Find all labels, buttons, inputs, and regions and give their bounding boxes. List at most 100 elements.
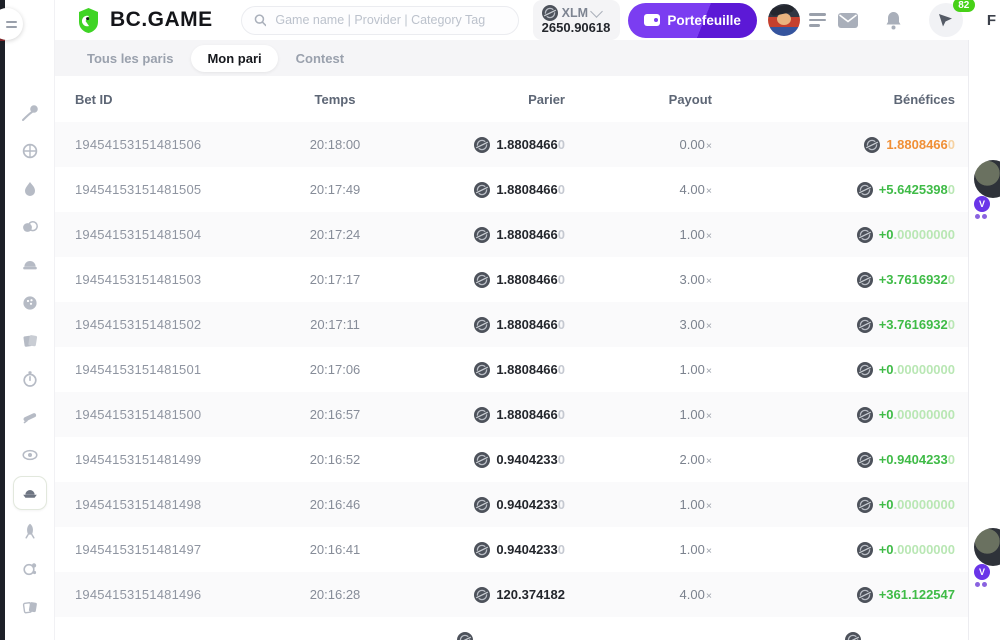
cards-icon[interactable]: [21, 332, 39, 350]
chat-user-avatar[interactable]: [974, 160, 1000, 198]
payout-multiplier: [565, 632, 712, 640]
table-row[interactable]: 19454153151481501 20:17:06 1.88084660 1.…: [55, 347, 968, 392]
bet-amount: 120.374182: [395, 587, 565, 603]
crash-icon[interactable]: [21, 104, 39, 122]
profit-amount: +0.00000000: [712, 362, 955, 378]
slots-coins-icon[interactable]: [21, 218, 39, 236]
logo[interactable]: BC.GAME: [75, 7, 213, 34]
profit-amount: +3.76169320: [712, 272, 955, 288]
bet-amount: 1.88084660: [395, 362, 565, 378]
multiplier-x: ×: [705, 185, 712, 197]
bets-table: Bet ID Temps Parier Payout Bénéfices 194…: [55, 76, 968, 640]
table-row[interactable]: 19454153151481498 20:16:46 0.94042330 1.…: [55, 482, 968, 527]
table-row[interactable]: 19454153151481503 20:17:17 1.88084660 3.…: [55, 257, 968, 302]
coin-gear-icon[interactable]: [21, 560, 39, 578]
missile-icon[interactable]: [21, 408, 39, 426]
collapse-menu-button[interactable]: [0, 8, 23, 40]
table-row[interactable]: 19454153151481504 20:17:24 1.88084660 1.…: [55, 212, 968, 257]
bet-id: 19454153151481498: [75, 497, 202, 512]
bet-id: 19454153151481500: [75, 407, 202, 422]
table-row[interactable]: 19454153151481505 20:17:49 1.88084660 4.…: [55, 167, 968, 212]
bet-id: 19454153151481504: [75, 227, 202, 242]
payout-multiplier: 0.00×: [679, 137, 712, 152]
wallet-button[interactable]: Portefeuille: [628, 2, 757, 38]
table-row[interactable]: [55, 617, 968, 640]
xlm-coin-icon: [857, 542, 873, 558]
search-icon: [254, 14, 267, 27]
bowling-icon[interactable]: [21, 294, 39, 312]
profit-amount: +0.94042330: [712, 452, 955, 468]
tab-contest[interactable]: Contest: [295, 50, 345, 66]
profit-amount: 1.88084660: [712, 137, 955, 153]
xlm-coin-icon: [857, 587, 873, 603]
multiplier-x: ×: [705, 545, 712, 557]
tab-all-bets[interactable]: Tous les paris: [87, 50, 174, 66]
bet-time: 20:17:17: [309, 272, 361, 287]
bet-amount: 1.88084660: [395, 182, 565, 198]
profit-amount: +0.00000000: [712, 407, 955, 423]
chat-panel-title: F: [986, 11, 996, 29]
cards-pair-icon[interactable]: [21, 598, 39, 616]
profit-amount: [712, 632, 955, 640]
table-row[interactable]: 19454153151481499 20:16:52 0.94042330 2.…: [55, 437, 968, 482]
table-row[interactable]: 19454153151481500 20:16:57 1.88084660 1.…: [55, 392, 968, 437]
xlm-coin-icon: [864, 137, 880, 153]
payout-multiplier: 1.00×: [679, 542, 712, 557]
bet-time: 20:16:41: [309, 542, 361, 557]
currency-selector[interactable]: XLM 2650.90618: [532, 0, 621, 40]
table-row[interactable]: 19454153151481502 20:17:11 1.88084660 3.…: [55, 302, 968, 347]
multiplier-x: ×: [705, 230, 712, 242]
payout-multiplier: 4.00×: [679, 587, 712, 602]
xlm-coin-icon: [474, 362, 490, 378]
bet-amount: 0.94042330: [395, 542, 565, 558]
bet-id: 19454153151481502: [75, 317, 202, 332]
xlm-coin-icon: [474, 227, 490, 243]
payout-multiplier: 1.00×: [679, 407, 712, 422]
stopwatch-icon[interactable]: [21, 370, 39, 388]
bet-id: 19454153151481506: [75, 137, 202, 152]
user-avatar[interactable]: [767, 4, 800, 36]
sports-ball-icon[interactable]: [21, 142, 39, 160]
payout-multiplier: 1.00×: [679, 362, 712, 377]
bet-amount: 0.94042330: [395, 452, 565, 468]
chat-toggle[interactable]: 82: [928, 0, 975, 37]
bell-icon[interactable]: [883, 9, 905, 31]
bet-time: 20:17:06: [309, 362, 361, 377]
bet-amount: 1.88084660: [395, 227, 565, 243]
payout-multiplier: 1.00×: [679, 227, 712, 242]
currency-code: XLM: [561, 6, 589, 20]
xlm-coin-icon: [474, 497, 490, 513]
bet-time: 20:16:28: [309, 587, 361, 602]
rocket-icon[interactable]: [21, 522, 39, 540]
sidebar-active-item[interactable]: [12, 476, 47, 510]
profit-amount: +3.76169320: [712, 317, 955, 333]
chat-user-avatar[interactable]: [974, 528, 1000, 566]
xlm-coin-icon: [857, 317, 873, 333]
xlm-coin-icon: [542, 5, 558, 21]
col-bet: Parier: [528, 91, 565, 107]
table-row[interactable]: 19454153151481497 20:16:41 0.94042330 1.…: [55, 527, 968, 572]
vip-badge: V: [974, 564, 990, 580]
search-bar[interactable]: [240, 5, 519, 35]
bet-amount: 1.88084660: [395, 407, 565, 423]
xlm-coin-icon: [457, 632, 473, 640]
table-row[interactable]: 19454153151481506 20:18:00 1.88084660 0.…: [55, 122, 968, 167]
xlm-coin-icon: [857, 497, 873, 513]
hot-games-icon[interactable]: [21, 180, 39, 198]
chat-panel-edge: V V: [968, 40, 1000, 640]
xlm-coin-icon: [857, 182, 873, 198]
derby-helmet-icon[interactable]: [21, 256, 39, 274]
tab-my-bets[interactable]: Mon pari: [191, 44, 278, 72]
xlm-coin-icon: [474, 407, 490, 423]
window-edge: [0, 0, 5, 640]
eye-coin-icon[interactable]: [21, 446, 39, 464]
multiplier-x: ×: [705, 365, 712, 377]
bet-amount: 0.94042330: [395, 497, 565, 513]
table-row[interactable]: 19454153151481496 20:16:28 120.374182 4.…: [55, 572, 968, 617]
col-bet-id: Bet ID: [75, 91, 113, 107]
xlm-coin-icon: [857, 362, 873, 378]
search-input[interactable]: [273, 12, 506, 28]
mail-icon[interactable]: [837, 9, 859, 31]
bet-list-icon[interactable]: [808, 13, 826, 27]
profit-amount: +0.00000000: [712, 497, 955, 513]
